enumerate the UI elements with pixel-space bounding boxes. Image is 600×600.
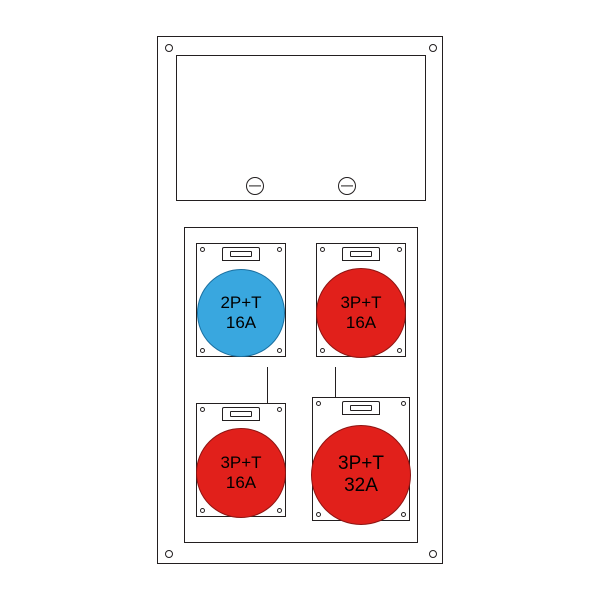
socket-br-label-line1: 3P+T <box>338 453 384 475</box>
socket-br-face: 3P+T32A <box>311 425 411 525</box>
mounting-hole-icon <box>316 512 321 517</box>
cover-screw-icon <box>246 177 264 195</box>
mounting-hole-icon <box>401 401 406 406</box>
upper-cover <box>176 55 426 201</box>
socket-bl-label-line1: 3P+T <box>220 453 261 473</box>
mounting-hole-icon <box>320 247 325 252</box>
panel-screw-icon <box>429 44 437 52</box>
socket-br-flap-icon <box>342 401 380 415</box>
mounting-hole-icon <box>316 401 321 406</box>
divider-line <box>267 367 268 403</box>
socket-tl-label-line1: 2P+T <box>220 293 261 313</box>
socket-tr-flap-icon <box>342 247 380 261</box>
mounting-hole-icon <box>277 348 282 353</box>
mounting-hole-icon <box>277 247 282 252</box>
distribution-panel: 2P+T16A3P+T16A3P+T16A3P+T32A <box>157 36 443 564</box>
socket-tl-label-line2: 16A <box>226 313 256 333</box>
mounting-hole-icon <box>200 407 205 412</box>
socket-bl-face: 3P+T16A <box>196 428 286 518</box>
mounting-hole-icon <box>401 512 406 517</box>
mounting-hole-icon <box>200 348 205 353</box>
mounting-hole-icon <box>397 348 402 353</box>
socket-bl-flap-icon <box>222 407 260 421</box>
mounting-hole-icon <box>277 407 282 412</box>
socket-tr-label-line2: 16A <box>346 313 376 333</box>
mounting-hole-icon <box>200 508 205 513</box>
panel-screw-icon <box>165 550 173 558</box>
mounting-hole-icon <box>397 247 402 252</box>
mounting-hole-icon <box>200 247 205 252</box>
socket-br-label-line2: 32A <box>344 475 378 497</box>
mounting-hole-icon <box>277 508 282 513</box>
panel-screw-icon <box>165 44 173 52</box>
socket-bl-label-line2: 16A <box>226 473 256 493</box>
socket-tl-flap-icon <box>222 247 260 261</box>
socket-tl-face: 2P+T16A <box>197 269 285 357</box>
panel-screw-icon <box>429 550 437 558</box>
cover-screw-icon <box>338 177 356 195</box>
socket-tr-face: 3P+T16A <box>316 268 406 358</box>
mounting-hole-icon <box>320 348 325 353</box>
socket-tr-label-line1: 3P+T <box>340 293 381 313</box>
